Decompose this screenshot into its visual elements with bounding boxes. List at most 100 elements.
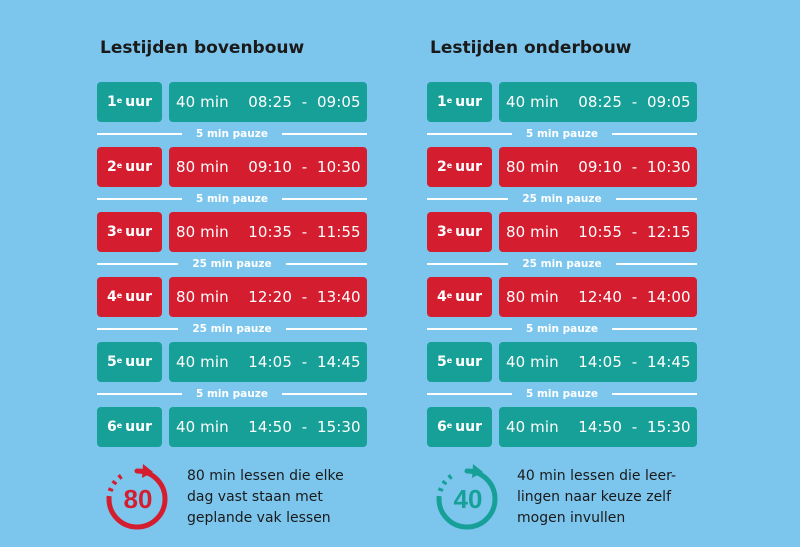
spacer (559, 93, 578, 111)
lesson-end-time: 12:15 (646, 223, 691, 241)
spacer (229, 418, 248, 436)
pause-separator: 25 min pauze (427, 191, 697, 207)
lesson-start-time: 14:05 (248, 353, 292, 371)
divider-line (615, 263, 697, 265)
lesson-start-time: 09:10 (248, 158, 292, 176)
divider-line (611, 328, 698, 330)
spacer (229, 158, 248, 176)
divider-line (97, 328, 179, 330)
hour-label: uur (125, 419, 153, 435)
hour-label: uur (455, 354, 483, 370)
lesson-hour-badge: 4 e uur (97, 277, 162, 317)
time-separator: - (291, 93, 317, 111)
lesson-end-time: 09:05 (316, 93, 361, 111)
pause-separator: 25 min pauze (97, 321, 367, 337)
clock-40-icon: 40 (436, 464, 498, 530)
lesson-duration: 80 min (506, 288, 559, 306)
legend-line: lingen naar keuze zelf (517, 489, 671, 505)
spacer (229, 288, 248, 306)
lesson-duration: 40 min (176, 353, 229, 371)
lesson-times: 40 min 14:50 - 15:30 (169, 407, 367, 447)
column-title: Lestijden onderbouw (430, 38, 632, 58)
lesson-duration: 80 min (506, 158, 559, 176)
lesson-end-time: 13:40 (316, 288, 361, 306)
hour-label: uur (125, 94, 153, 110)
legend-line: dag vast staan met (187, 489, 323, 505)
lesson-times: 80 min 09:10 - 10:30 (169, 147, 367, 187)
lesson-times: 80 min 10:35 - 11:55 (169, 212, 367, 252)
lesson-row: 5 e uur 40 min 14:05 - 14:45 (427, 342, 697, 382)
time-separator: - (621, 418, 647, 436)
lesson-start-time: 14:50 (578, 418, 622, 436)
divider-line (97, 198, 183, 200)
divider-line (97, 263, 179, 265)
lesson-end-time: 09:05 (646, 93, 691, 111)
lesson-row: 4 e uur 80 min 12:20 - 13:40 (97, 277, 367, 317)
divider-line (427, 133, 513, 135)
lesson-times: 40 min 08:25 - 09:05 (499, 82, 697, 122)
pause-label: 5 min pauze (196, 193, 268, 205)
divider-line (281, 133, 368, 135)
hour-number: 5 (106, 354, 117, 370)
pause-label: 25 min pauze (522, 193, 602, 205)
legend-line: 40 min lessen die leer- (517, 468, 677, 484)
lesson-row: 5 e uur 40 min 14:05 - 14:45 (97, 342, 367, 382)
lesson-end-time: 11:55 (316, 223, 361, 241)
hour-number: 6 (106, 419, 117, 435)
lesson-times: 80 min 10:55 - 12:15 (499, 212, 697, 252)
pause-separator: 25 min pauze (97, 256, 367, 272)
lesson-start-time: 14:05 (578, 353, 622, 371)
legend-line: 80 min lessen die elke (187, 468, 344, 484)
lesson-hour-badge: 1 e uur (427, 82, 492, 122)
divider-line (615, 198, 697, 200)
lesson-hour-badge: 6 e uur (427, 407, 492, 447)
divider-line (285, 263, 367, 265)
pause-label: 5 min pauze (196, 128, 268, 140)
lesson-row: 3 e uur 80 min 10:35 - 11:55 (97, 212, 367, 252)
lesson-times: 80 min 12:20 - 13:40 (169, 277, 367, 317)
time-separator: - (291, 223, 317, 241)
lesson-duration: 40 min (506, 418, 559, 436)
lesson-hour-badge: 4 e uur (427, 277, 492, 317)
lesson-start-time: 08:25 (248, 93, 292, 111)
divider-line (281, 198, 368, 200)
pause-separator: 5 min pauze (427, 386, 698, 402)
lesson-duration: 40 min (506, 353, 559, 371)
pause-label: 5 min pauze (526, 388, 598, 400)
legend-text: 40 min lessen die leer- lingen naar keuz… (517, 466, 707, 529)
icon-number: 40 (454, 484, 483, 514)
spacer (559, 158, 578, 176)
lesson-times: 40 min 08:25 - 09:05 (169, 82, 367, 122)
lesson-start-time: 12:40 (578, 288, 622, 306)
hour-number: 2 (106, 159, 117, 175)
pause-label: 5 min pauze (196, 388, 268, 400)
pause-separator: 5 min pauze (97, 126, 368, 142)
lesson-start-time: 12:20 (248, 288, 292, 306)
lesson-start-time: 09:10 (578, 158, 622, 176)
hour-label: uur (455, 224, 483, 240)
time-separator: - (291, 418, 317, 436)
lesson-end-time: 10:30 (316, 158, 361, 176)
pause-separator: 5 min pauze (97, 191, 368, 207)
divider-line (281, 393, 368, 395)
hour-label: uur (455, 419, 483, 435)
spacer (229, 93, 248, 111)
lesson-duration: 80 min (176, 223, 229, 241)
hour-number: 5 (436, 354, 447, 370)
lesson-hour-badge: 1 e uur (97, 82, 162, 122)
lesson-times: 40 min 14:05 - 14:45 (499, 342, 697, 382)
time-separator: - (291, 353, 317, 371)
lesson-hour-badge: 3 e uur (427, 212, 492, 252)
lesson-times: 40 min 14:05 - 14:45 (169, 342, 367, 382)
lesson-hour-badge: 3 e uur (97, 212, 162, 252)
clock-80-icon: 80 (106, 464, 168, 530)
lesson-start-time: 10:55 (578, 223, 622, 241)
legend-line: mogen invullen (517, 510, 626, 526)
time-separator: - (621, 223, 647, 241)
hour-label: uur (455, 289, 483, 305)
spacer (559, 418, 578, 436)
hour-number: 3 (436, 224, 447, 240)
lesson-times: 40 min 14:50 - 15:30 (499, 407, 697, 447)
pause-separator: 5 min pauze (97, 386, 368, 402)
lesson-hour-badge: 2 e uur (97, 147, 162, 187)
